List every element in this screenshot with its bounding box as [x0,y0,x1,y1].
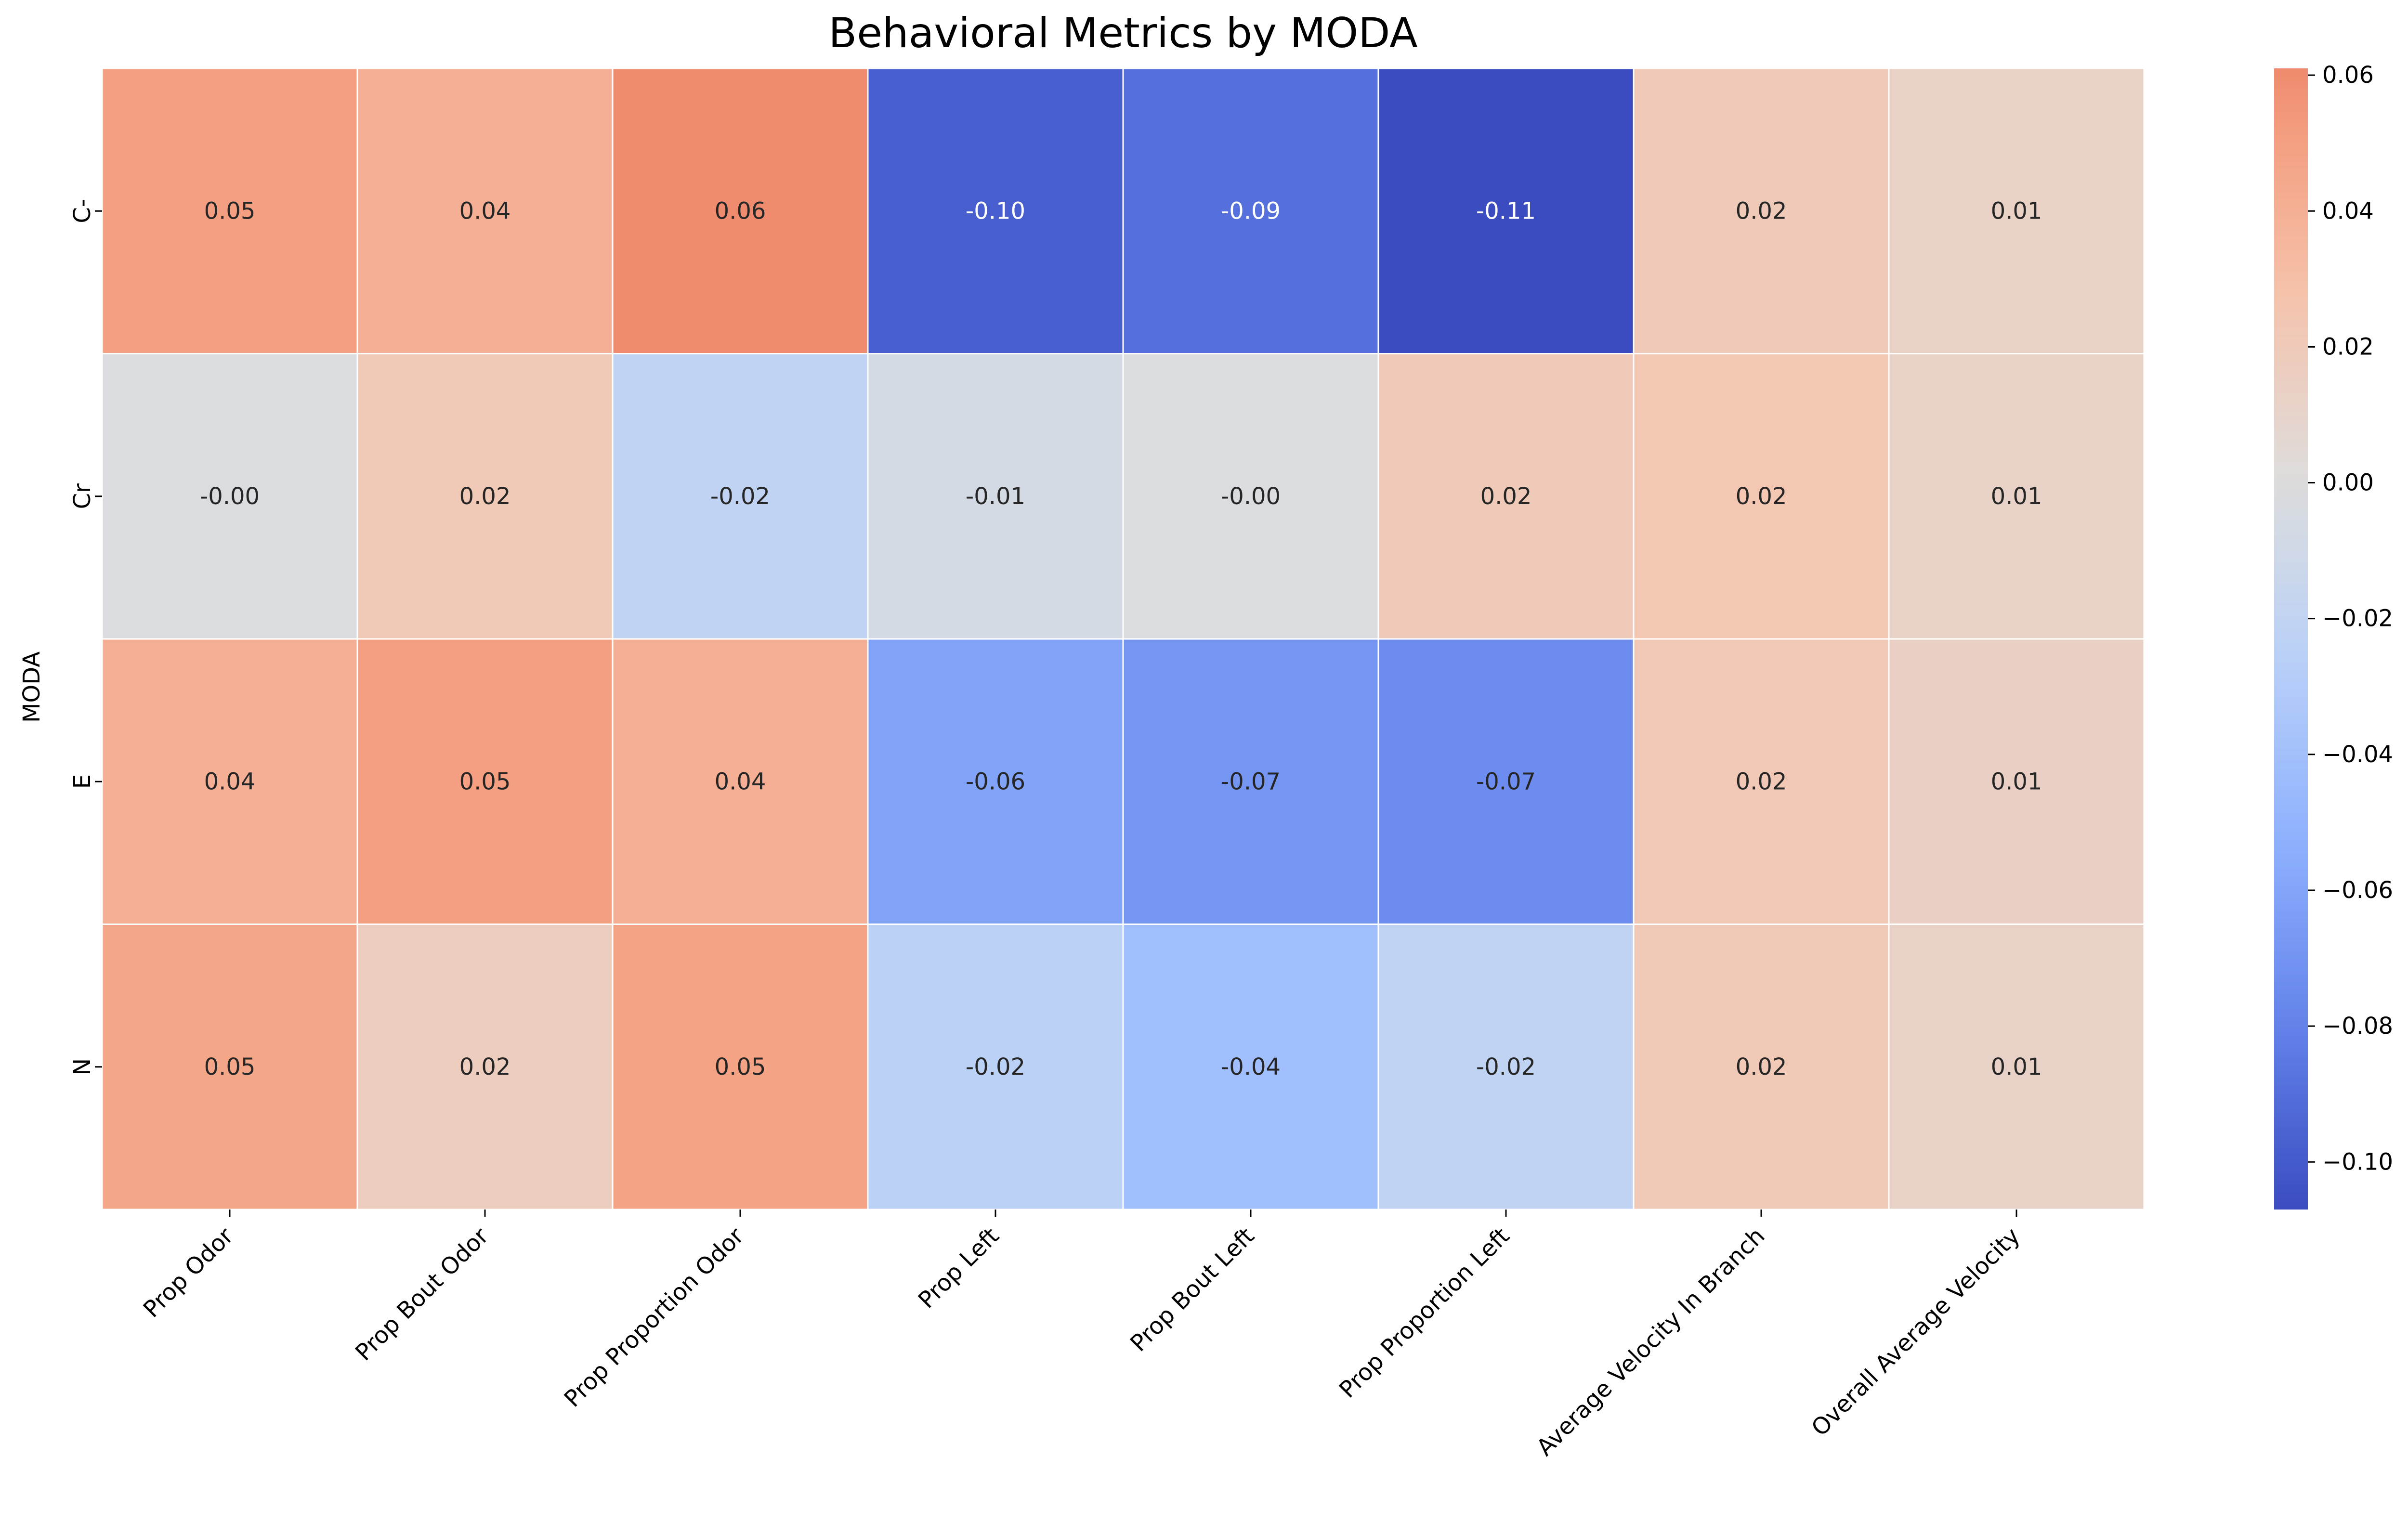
colorbar: 0.06 0.04 0.02 0.00 −0.02 −0.04 −0.06 −0.08 −0.1… [2274,62,2393,1210]
heatmap-cell [1888,67,2145,354]
heatmap-cell [1122,924,1379,1210]
heatmap-cell [101,67,358,354]
cell-value-label: 0.05 [459,768,511,795]
heatmap-cell [1888,638,2145,925]
heatmap-cell [867,67,1124,354]
cell-value-label: -0.02 [966,1054,1025,1080]
heatmap-cell [1633,924,1890,1210]
cell-value-label: 0.02 [1736,197,1787,224]
cell-value-label: 0.05 [204,197,256,224]
colorbar-tick-label: 0.00 [2322,469,2374,496]
heatmap-cell [101,353,358,640]
cell-value-label: 0.04 [459,197,511,224]
cell-value-label: -0.02 [710,483,770,510]
heatmap-cell [101,924,358,1210]
cell-value-label: 0.02 [1736,483,1787,510]
cell-value-label: 0.05 [204,1054,256,1080]
cell-value-label: -0.00 [1221,483,1281,510]
cell-value-label: -0.00 [200,483,260,510]
heatmap-cell [1888,924,2145,1210]
cell-value-label: -0.02 [1476,1054,1536,1080]
heatmap-cell [612,67,869,354]
heatmap-cell [101,638,358,925]
chart-title: Behavioral Metrics by MODA [828,9,1418,57]
cell-value-label: -0.09 [1221,197,1281,224]
cell-value-label: -0.06 [966,768,1025,795]
cell-value-label: 0.02 [1736,1054,1787,1080]
heatmap-cell [356,924,614,1210]
colorbar-tick-label: 0.04 [2322,197,2374,224]
colorbar-gradient [2274,68,2308,1210]
cell-value-label: 0.02 [1736,768,1787,795]
colorbar-tick-label: −0.10 [2322,1148,2393,1175]
heatmap-cell [356,353,614,640]
colorbar-tick-label: −0.04 [2322,741,2393,768]
colorbar-tick-label: 0.06 [2322,62,2374,89]
heatmap-cell [1633,638,1890,925]
cell-value-label: 0.02 [1480,483,1532,510]
colorbar-tick-label: 0.02 [2322,333,2374,360]
cell-value-label: -0.10 [966,197,1025,224]
colorbar-ticks: 0.06 0.04 0.02 0.00 −0.02 −0.04 −0.06 −0.08 −0.1… [2308,62,2393,1175]
y-axis-ticks: C- Cr E N [69,199,102,1076]
cell-value-label: 0.04 [715,768,766,795]
heatmap-cell [1377,353,1635,640]
cell-value-label: -0.11 [1476,197,1536,224]
cell-value-label: 0.02 [459,483,511,510]
heatmap-cell [867,353,1124,640]
y-tick-label: E [69,774,96,789]
colorbar-tick-label: −0.06 [2322,877,2393,904]
cell-value-label: 0.01 [1991,483,2042,510]
y-tick-label: N [69,1058,96,1076]
heatmap-cell [1377,638,1635,925]
colorbar-tick-label: −0.02 [2322,605,2393,632]
colorbar-tick-label: −0.08 [2322,1013,2393,1040]
heatmap-cell [356,638,614,925]
cell-value-label: 0.04 [204,768,256,795]
heatmap-cell [1888,353,2145,640]
heatmap-cell [1122,353,1379,640]
heatmap-annotations: 0.05 0.04 0.06 -0.10 -0.09 -0.11 0.02 0.01 -0.00… [200,197,2042,1080]
heatmap-cell [1122,638,1379,925]
heatmap-cell [867,638,1124,925]
cell-value-label: -0.07 [1221,768,1281,795]
heatmap-cells [101,67,2145,1210]
y-axis-label: MODA [18,651,45,723]
cell-value-label: -0.04 [1221,1054,1281,1080]
cell-value-label: -0.07 [1476,768,1536,795]
cell-value-label: 0.01 [1991,1054,2042,1080]
cell-value-label: 0.06 [715,197,766,224]
y-tick-label: Cr [69,483,96,509]
heatmap-cell [1377,924,1635,1210]
heatmap-cell [1633,67,1890,354]
cell-value-label: 0.01 [1991,197,2042,224]
heatmap-cell [356,67,614,354]
heatmap-cell [1633,353,1890,640]
cell-value-label: -0.01 [966,483,1025,510]
cell-value-label: 0.02 [459,1054,511,1080]
heatmap-cell [1377,67,1635,354]
cell-value-label: 0.01 [1991,768,2042,795]
cell-value-label: 0.05 [715,1054,766,1080]
y-tick-label: C- [69,199,96,223]
heatmap-cell [612,638,869,925]
